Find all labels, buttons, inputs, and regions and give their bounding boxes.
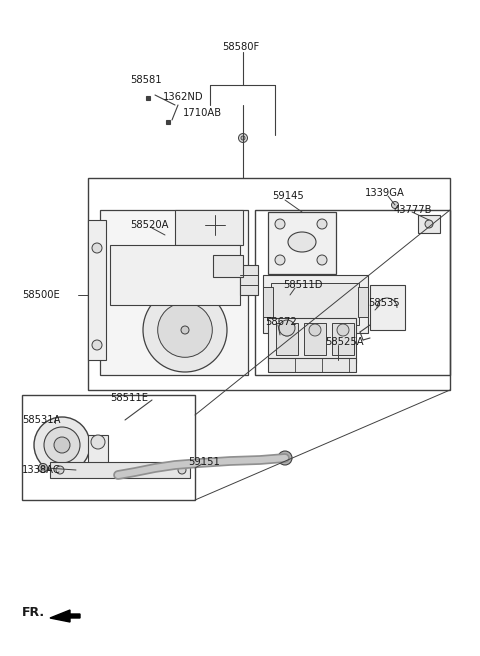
Bar — [240, 265, 258, 295]
Circle shape — [239, 134, 248, 142]
Ellipse shape — [143, 288, 227, 372]
Text: 58581: 58581 — [130, 75, 162, 85]
Circle shape — [54, 437, 70, 453]
Bar — [100, 210, 248, 375]
Bar — [358, 287, 368, 317]
Circle shape — [278, 451, 292, 465]
Text: 1338AC: 1338AC — [22, 465, 61, 475]
Bar — [263, 275, 368, 333]
Circle shape — [275, 219, 285, 229]
Text: 58500E: 58500E — [22, 290, 60, 300]
Bar — [255, 210, 450, 375]
Bar — [268, 358, 356, 372]
Ellipse shape — [158, 302, 212, 358]
Circle shape — [56, 466, 64, 474]
Bar — [268, 212, 336, 274]
Bar — [88, 220, 106, 360]
Text: 1339GA: 1339GA — [365, 188, 405, 198]
Text: FR.: FR. — [22, 605, 45, 619]
Text: 58672: 58672 — [265, 317, 297, 327]
Circle shape — [425, 220, 433, 228]
Bar — [213, 255, 243, 277]
Circle shape — [44, 427, 80, 463]
Circle shape — [317, 219, 327, 229]
Bar — [271, 283, 359, 325]
Circle shape — [337, 324, 349, 336]
Bar — [50, 462, 190, 478]
Circle shape — [178, 466, 186, 474]
Circle shape — [309, 324, 321, 336]
Text: 58520A: 58520A — [130, 220, 168, 230]
Bar — [276, 323, 298, 355]
Circle shape — [38, 464, 48, 472]
Text: 58531A: 58531A — [22, 415, 60, 425]
Text: 58580F: 58580F — [222, 42, 259, 52]
Text: 1362ND: 1362ND — [163, 92, 204, 102]
Text: 58535: 58535 — [368, 298, 400, 308]
Bar — [268, 318, 356, 363]
Text: 58511D: 58511D — [283, 280, 323, 290]
Polygon shape — [50, 610, 80, 622]
Text: 58525A: 58525A — [325, 337, 364, 347]
Circle shape — [181, 326, 189, 334]
Text: 58511E: 58511E — [110, 393, 148, 403]
Bar — [263, 287, 273, 317]
Ellipse shape — [288, 232, 316, 252]
Bar — [370, 285, 405, 330]
Circle shape — [317, 255, 327, 265]
Circle shape — [241, 136, 245, 140]
Circle shape — [281, 324, 293, 336]
Circle shape — [41, 466, 45, 470]
Text: 1710AB: 1710AB — [183, 108, 222, 118]
Bar — [88, 435, 108, 463]
Bar — [110, 245, 240, 305]
Bar — [332, 323, 354, 355]
Circle shape — [279, 320, 295, 336]
Bar — [175, 210, 243, 245]
Circle shape — [91, 435, 105, 449]
Text: 59145: 59145 — [272, 191, 304, 201]
Bar — [304, 323, 326, 355]
Circle shape — [92, 340, 102, 350]
Text: 43777B: 43777B — [394, 205, 432, 215]
Bar — [418, 215, 440, 233]
Text: 59151: 59151 — [188, 457, 220, 467]
Bar — [88, 178, 450, 390]
Circle shape — [392, 201, 398, 209]
Circle shape — [92, 243, 102, 253]
Bar — [22, 395, 195, 500]
Circle shape — [275, 255, 285, 265]
Circle shape — [34, 417, 90, 473]
